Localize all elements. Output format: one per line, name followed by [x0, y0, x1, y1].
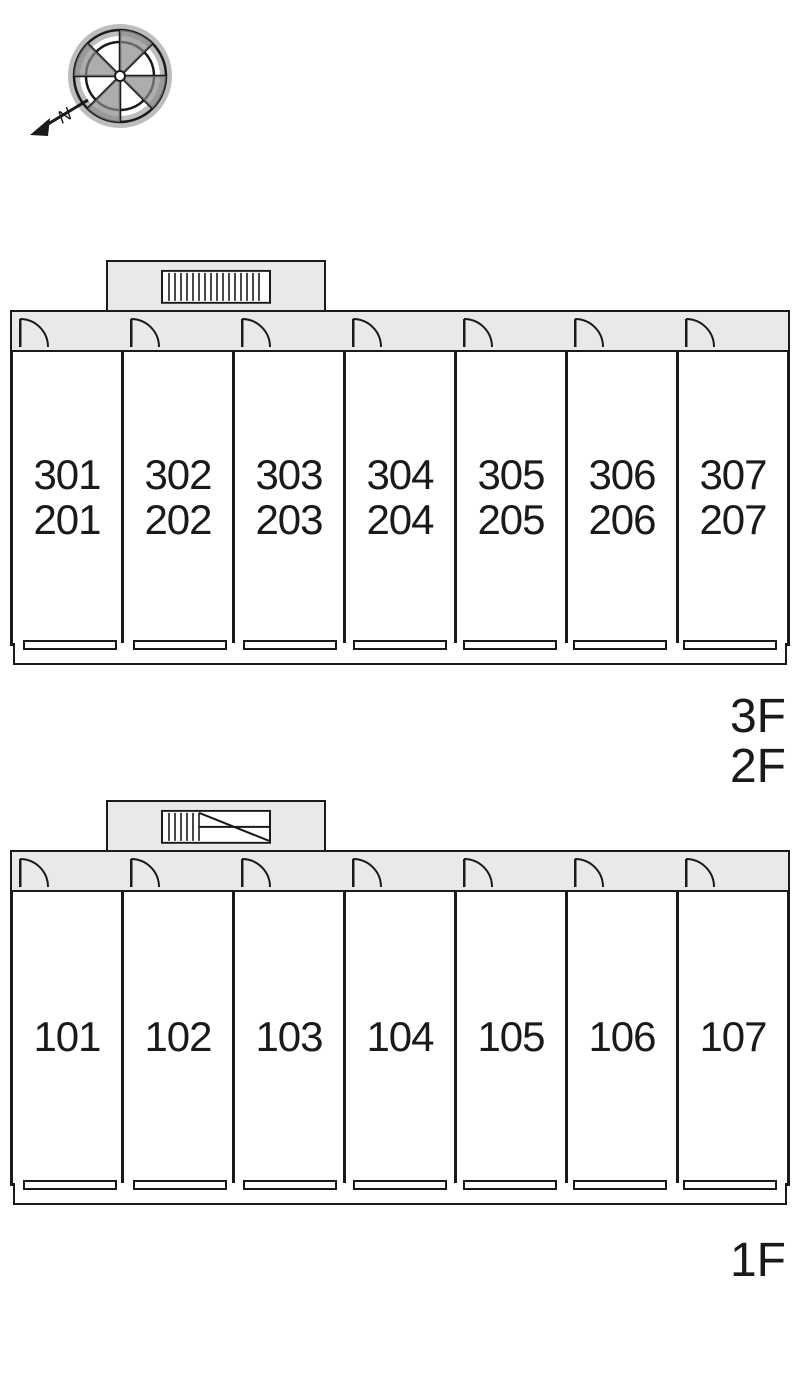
room-number: 101	[33, 1015, 100, 1059]
balcony-tab	[243, 1180, 337, 1190]
room-number: 304	[366, 453, 433, 497]
balcony-tab	[23, 640, 117, 650]
unit-cell: 105	[454, 892, 565, 1183]
balcony-tab	[573, 640, 667, 650]
room-number: 202	[144, 498, 211, 542]
room-number: 104	[366, 1015, 433, 1059]
room-number: 306	[588, 453, 655, 497]
balcony-tab	[573, 1180, 667, 1190]
door-swing-icon	[574, 318, 604, 348]
room-number: 105	[477, 1015, 544, 1059]
unit-cell: 306206	[565, 352, 676, 643]
room-number: 205	[477, 498, 544, 542]
stairs-icon	[161, 270, 271, 309]
door-swing-icon	[685, 858, 715, 888]
room-number: 301	[33, 453, 100, 497]
floor-label-upper: 3F 2F	[730, 692, 786, 793]
room-number: 305	[477, 453, 544, 497]
balcony-tab	[353, 640, 447, 650]
unit-cell: 301201	[13, 352, 121, 643]
unit-cell: 101	[13, 892, 121, 1183]
door-swing-icon	[685, 318, 715, 348]
room-number: 203	[255, 498, 322, 542]
balcony-tab	[243, 640, 337, 650]
corridor-lower	[10, 850, 790, 892]
balcony-tab	[133, 640, 227, 650]
room-number: 303	[255, 453, 322, 497]
room-number: 207	[699, 498, 766, 542]
balcony-tab	[463, 1180, 557, 1190]
compass-rose: N	[28, 18, 188, 153]
door-swing-icon	[19, 858, 49, 888]
balcony-tab	[23, 1180, 117, 1190]
room-number: 103	[255, 1015, 322, 1059]
room-number: 307	[699, 453, 766, 497]
room-number: 302	[144, 453, 211, 497]
door-swing-icon	[130, 318, 160, 348]
room-number: 201	[33, 498, 100, 542]
units-row-upper: 301201 302202 303203 304204 305205 30620…	[10, 352, 790, 646]
unit-cell: 107	[676, 892, 787, 1183]
stair-enclosure-upper	[106, 260, 326, 312]
balcony-track-lower	[13, 1183, 787, 1205]
unit-cell: 307207	[676, 352, 787, 643]
room-number: 204	[366, 498, 433, 542]
unit-cell: 102	[121, 892, 232, 1183]
units-row-lower: 101 102 103 104 105 106 107	[10, 892, 790, 1186]
unit-cell: 303203	[232, 352, 343, 643]
door-swing-icon	[463, 858, 493, 888]
room-number: 106	[588, 1015, 655, 1059]
balcony-tab	[683, 640, 777, 650]
door-swing-icon	[241, 858, 271, 888]
door-swing-icon	[352, 858, 382, 888]
door-swing-icon	[574, 858, 604, 888]
door-swing-icon	[463, 318, 493, 348]
unit-cell: 302202	[121, 352, 232, 643]
floor-label-line: 2F	[730, 742, 786, 792]
unit-cell: 103	[232, 892, 343, 1183]
unit-cell: 305205	[454, 352, 565, 643]
stair-enclosure-lower	[106, 800, 326, 852]
balcony-tab	[683, 1180, 777, 1190]
room-number: 102	[144, 1015, 211, 1059]
compass-n-label: N	[54, 103, 76, 127]
door-swing-icon	[130, 858, 160, 888]
floor-label-line: 1F	[730, 1236, 786, 1286]
room-number: 206	[588, 498, 655, 542]
balcony-tab	[463, 640, 557, 650]
corridor-upper	[10, 310, 790, 352]
floor-label-line: 3F	[730, 692, 786, 742]
floor-label-lower: 1F	[730, 1236, 786, 1286]
door-swing-icon	[19, 318, 49, 348]
door-swing-icon	[352, 318, 382, 348]
unit-cell: 104	[343, 892, 454, 1183]
entrance-stairs-icon	[161, 810, 271, 849]
unit-cell: 304204	[343, 352, 454, 643]
door-swing-icon	[241, 318, 271, 348]
unit-cell: 106	[565, 892, 676, 1183]
balcony-track-upper	[13, 643, 787, 665]
balcony-tab	[353, 1180, 447, 1190]
balcony-tab	[133, 1180, 227, 1190]
room-number: 107	[699, 1015, 766, 1059]
